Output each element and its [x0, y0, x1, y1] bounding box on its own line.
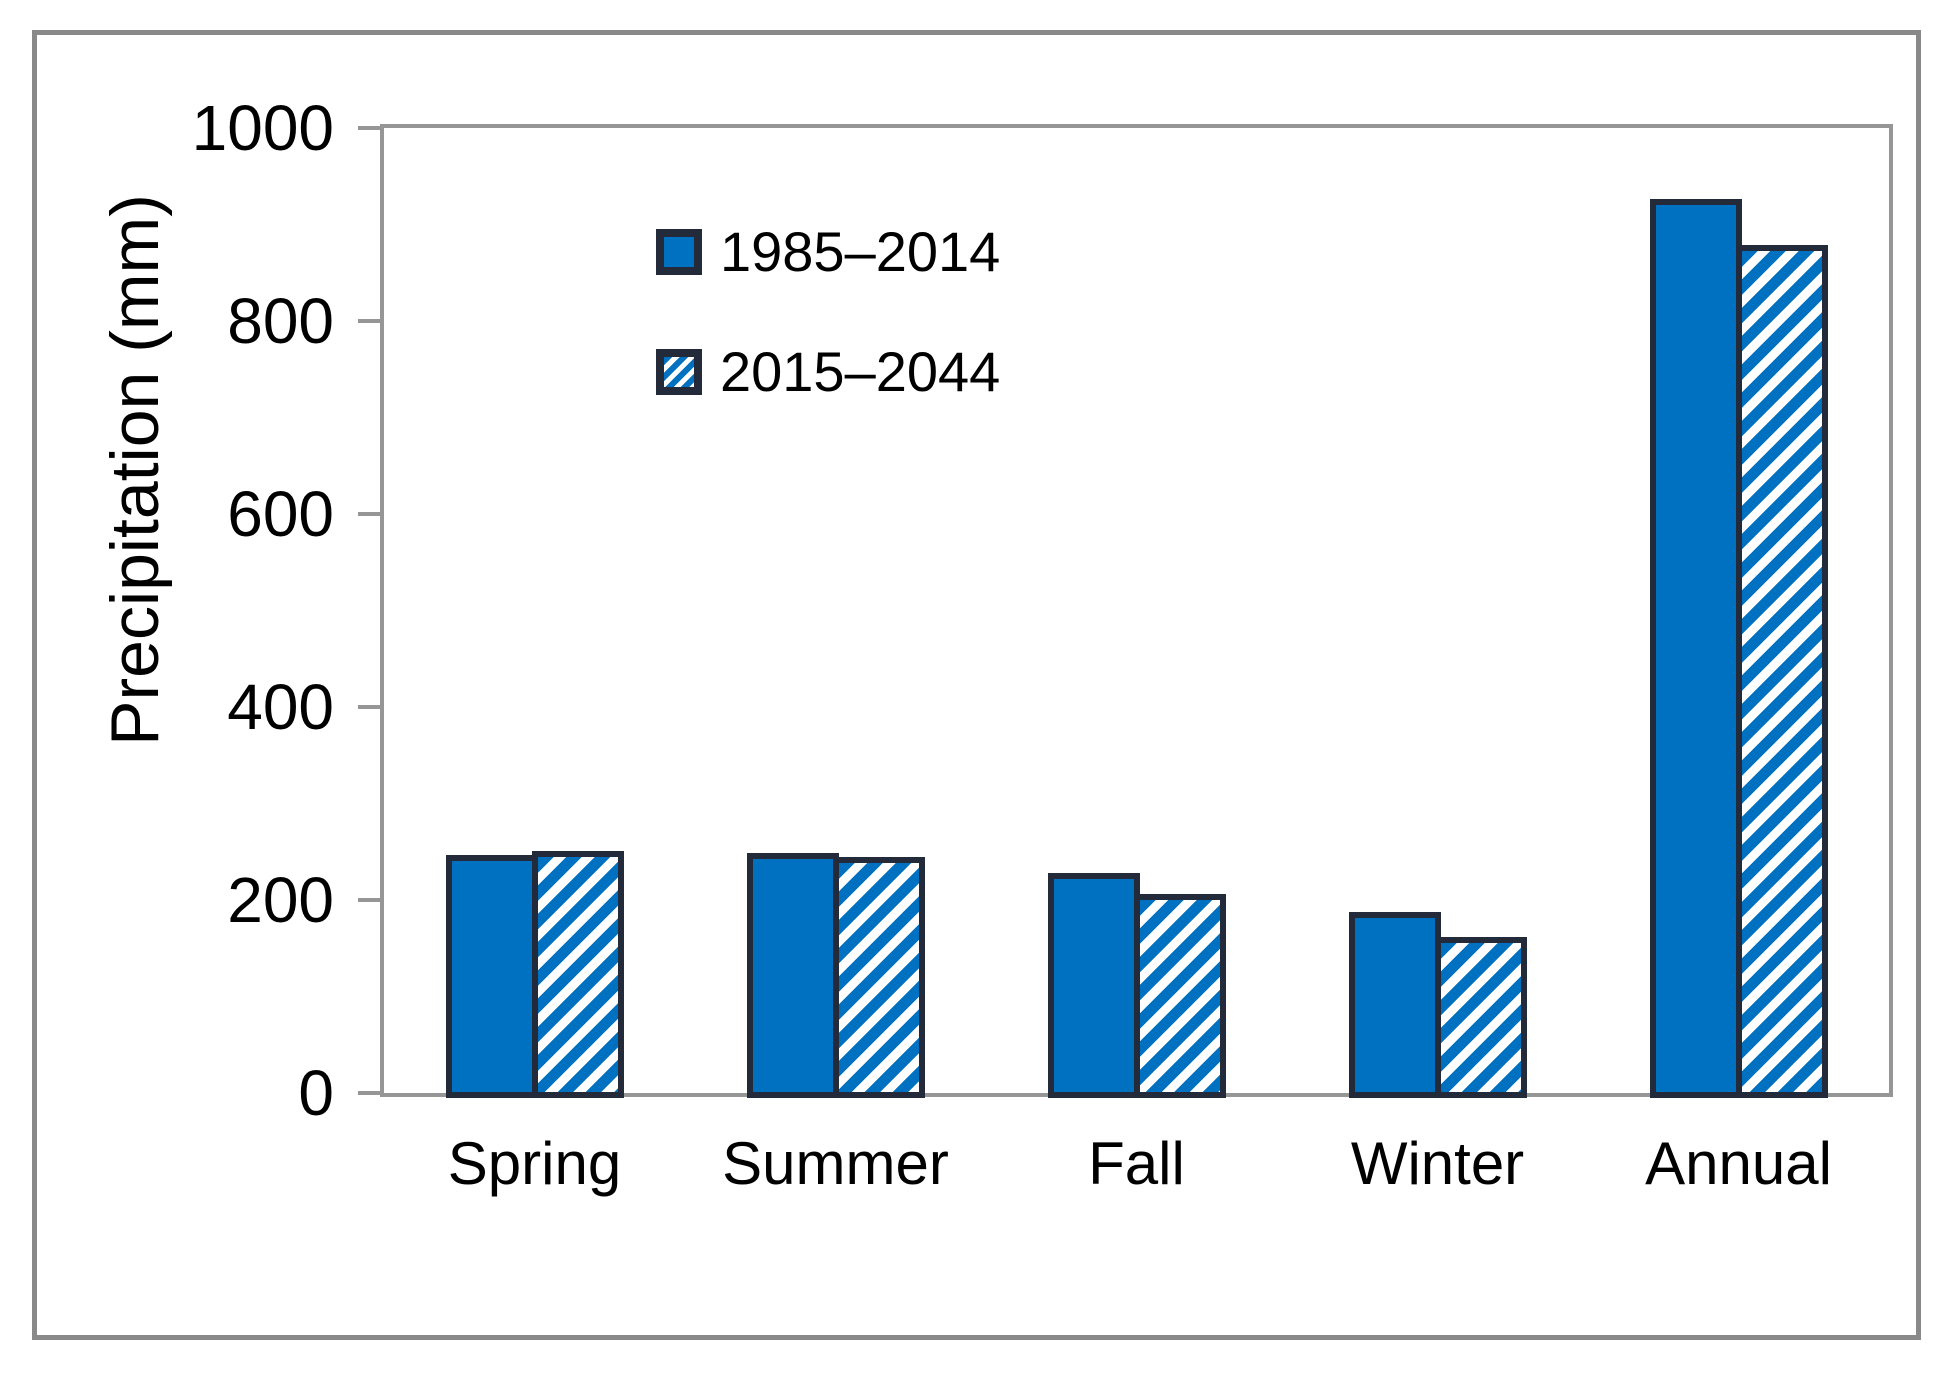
x-axis-labels: Spring Summer Fall Winter Annual — [384, 1128, 1889, 1200]
y-tick-label: 400 — [227, 671, 334, 743]
x-category-label-spring: Spring — [447, 1130, 622, 1197]
legend: 1985–2014 2015–2044 — [656, 224, 1000, 400]
bar-winter-solid — [1348, 911, 1441, 1098]
legend-label: 2015–2044 — [720, 340, 1001, 403]
figure-border — [32, 30, 1921, 1340]
bar-summer-hatched — [832, 856, 925, 1098]
legend-swatch-hatched-icon — [656, 349, 702, 395]
x-category-label-annual: Annual — [1645, 1130, 1832, 1197]
y-tick-label: 0 — [298, 1057, 334, 1129]
y-tick-label: 600 — [227, 478, 334, 550]
y-tick-mark — [358, 1091, 380, 1095]
y-axis-tick-labels: 0 200 400 600 800 1000 — [0, 96, 334, 1125]
y-tick-label: 200 — [227, 864, 334, 936]
bar-winter-hatched — [1434, 936, 1527, 1098]
legend-item-1985-2014: 1985–2014 — [656, 224, 1000, 280]
legend-label: 1985–2014 — [720, 220, 1001, 283]
bar-spring-solid — [445, 854, 538, 1098]
x-category-label-fall: Fall — [1088, 1130, 1185, 1197]
bar-fall-solid — [1047, 873, 1140, 1098]
y-tick-mark — [358, 898, 380, 902]
bar-group-annual — [1588, 128, 1889, 1098]
bar-group-spring — [384, 128, 685, 1098]
x-category-label-summer: Summer — [722, 1130, 949, 1197]
legend-swatch-solid-icon — [656, 229, 702, 275]
x-category-label-winter: Winter — [1350, 1130, 1525, 1197]
bar-annual-hatched — [1735, 244, 1828, 1098]
bar-annual-solid — [1649, 198, 1742, 1098]
bar-fall-hatched — [1133, 894, 1226, 1098]
bar-summer-solid — [746, 852, 839, 1098]
bar-group-summer — [685, 128, 986, 1098]
plot-area: 1985–2014 2015–2044 — [358, 124, 1893, 1098]
y-tick-label: 800 — [227, 285, 334, 357]
bar-spring-hatched — [531, 850, 624, 1098]
y-tick-label: 1000 — [191, 92, 334, 164]
y-tick-mark — [358, 705, 380, 709]
legend-item-2015-2044: 2015–2044 — [656, 344, 1000, 400]
y-tick-mark — [358, 319, 380, 323]
y-tick-mark — [358, 512, 380, 516]
y-tick-mark — [358, 126, 380, 130]
bar-group-fall — [986, 128, 1287, 1098]
bar-group-winter — [1287, 128, 1588, 1098]
